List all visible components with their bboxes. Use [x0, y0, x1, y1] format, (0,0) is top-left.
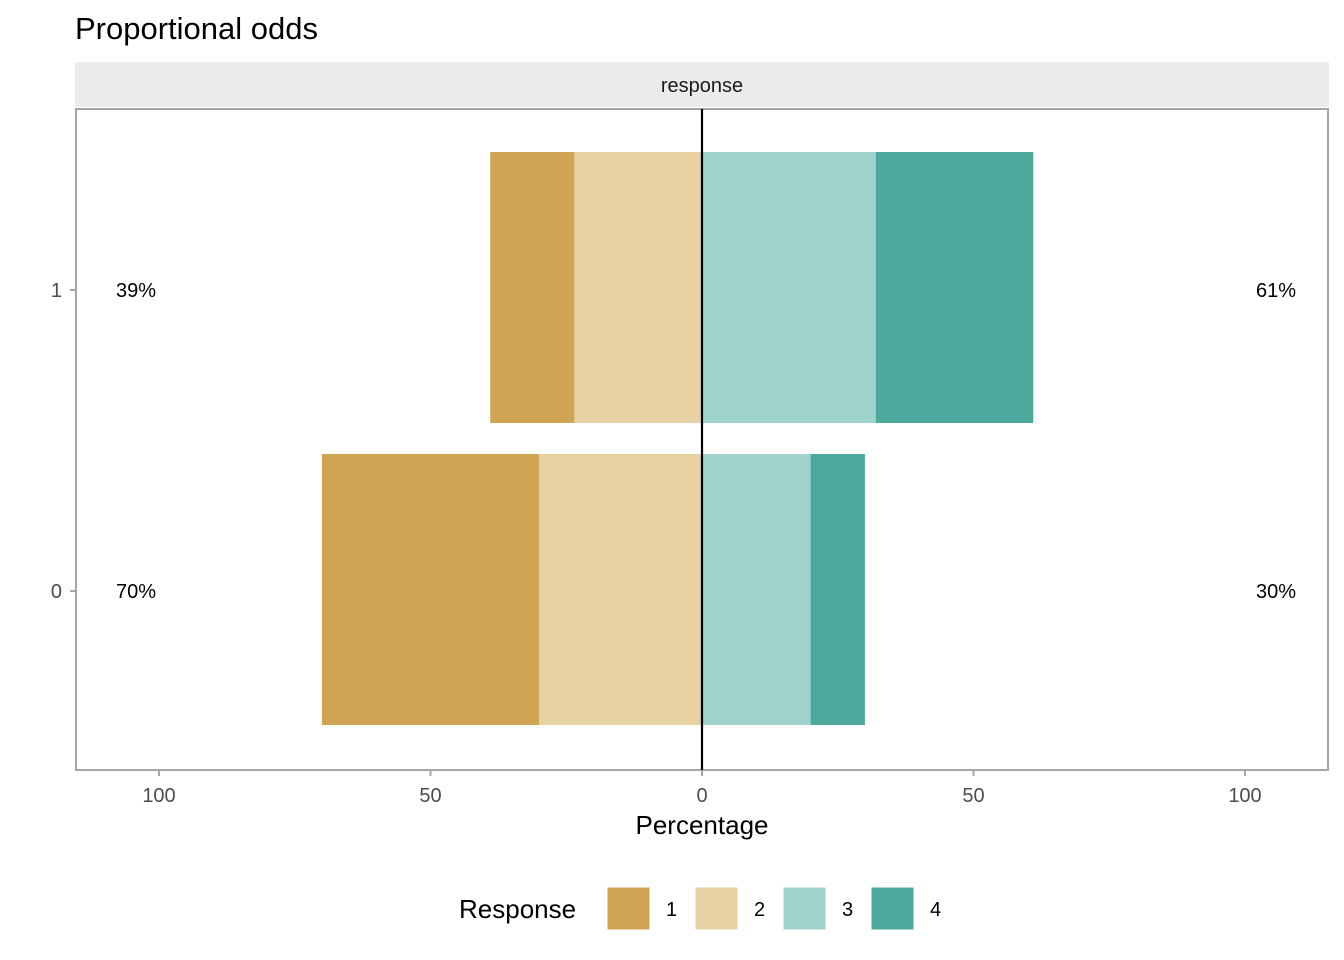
bar-row0-response1 — [321, 454, 540, 725]
legend-key-2 — [694, 886, 739, 931]
percent-labels: 39% 70% 61% 30% — [116, 280, 1296, 603]
bar-row0-response3 — [702, 454, 811, 725]
legend-key-3 — [782, 886, 827, 931]
left-percent-label: 39% — [116, 280, 156, 302]
x-tick-label: 100 — [142, 785, 175, 807]
legend-label-4: 4 — [930, 899, 941, 921]
bar-row0-response4 — [810, 454, 865, 725]
legend: Response 1 2 3 4 — [459, 886, 941, 931]
legend-key-4 — [870, 886, 915, 931]
legend-label-1: 1 — [666, 899, 677, 921]
bar-row1-response1 — [490, 152, 575, 423]
y-tick-label: 1 — [51, 280, 62, 302]
bar-row1-response3 — [702, 152, 876, 423]
x-tick-label: 0 — [696, 785, 707, 807]
x-tick-label: 50 — [962, 785, 984, 807]
bars-group — [321, 152, 1034, 725]
x-tick-label: 50 — [419, 785, 441, 807]
bar-row1-response2 — [574, 152, 702, 423]
right-percent-label: 30% — [1256, 581, 1296, 603]
y-tick-label: 0 — [51, 581, 62, 603]
legend-label-3: 3 — [842, 899, 853, 921]
x-axis: 100 50 0 50 100 — [142, 770, 1262, 807]
legend-key-1 — [606, 886, 651, 931]
facet-strip — [75, 62, 1329, 107]
chart-title: Proportional odds — [75, 11, 318, 46]
x-tick-label: 100 — [1228, 785, 1261, 807]
x-axis-title: Percentage — [636, 810, 769, 840]
legend-label-2: 2 — [754, 899, 765, 921]
right-percent-label: 61% — [1256, 280, 1296, 302]
bar-row0-response2 — [539, 454, 702, 725]
bar-row1-response4 — [875, 152, 1034, 423]
y-axis: 10 — [51, 280, 76, 603]
left-percent-label: 70% — [116, 581, 156, 603]
legend-title: Response — [459, 894, 576, 924]
facet-label: response — [661, 75, 743, 97]
